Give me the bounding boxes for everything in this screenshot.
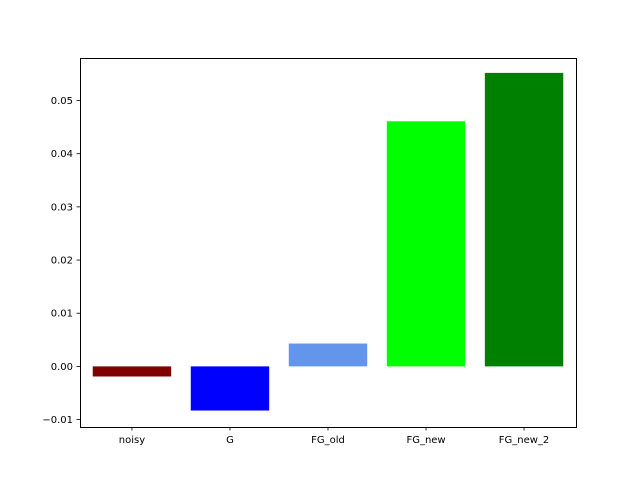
x-tick-label: FG_new_2 <box>499 435 550 446</box>
y-tick-label: −0.01 <box>42 415 73 426</box>
y-tick-label: 0.00 <box>51 362 73 373</box>
bar-fg-old <box>288 343 368 367</box>
y-axis-ticks: −0.01 0.00 0.01 0.02 0.03 0.04 0.05 <box>42 96 80 426</box>
bar-fg-new <box>386 121 466 367</box>
x-tick-label: FG_new <box>406 435 445 446</box>
y-tick-label: 0.03 <box>51 202 73 213</box>
y-tick-label: 0.02 <box>51 256 73 267</box>
x-tick-label: G <box>226 435 234 446</box>
y-tick-label: 0.04 <box>51 149 73 160</box>
bar-g <box>190 366 270 411</box>
bar-fg-new-2 <box>484 72 564 367</box>
x-tick-label: FG_old <box>311 435 345 446</box>
x-tick-label: noisy <box>119 435 145 446</box>
bars-group <box>92 72 564 411</box>
y-tick-label: 0.01 <box>51 309 73 320</box>
bar-noisy <box>92 366 172 377</box>
plot-frame <box>80 58 577 428</box>
y-tick-label: 0.05 <box>51 96 73 107</box>
